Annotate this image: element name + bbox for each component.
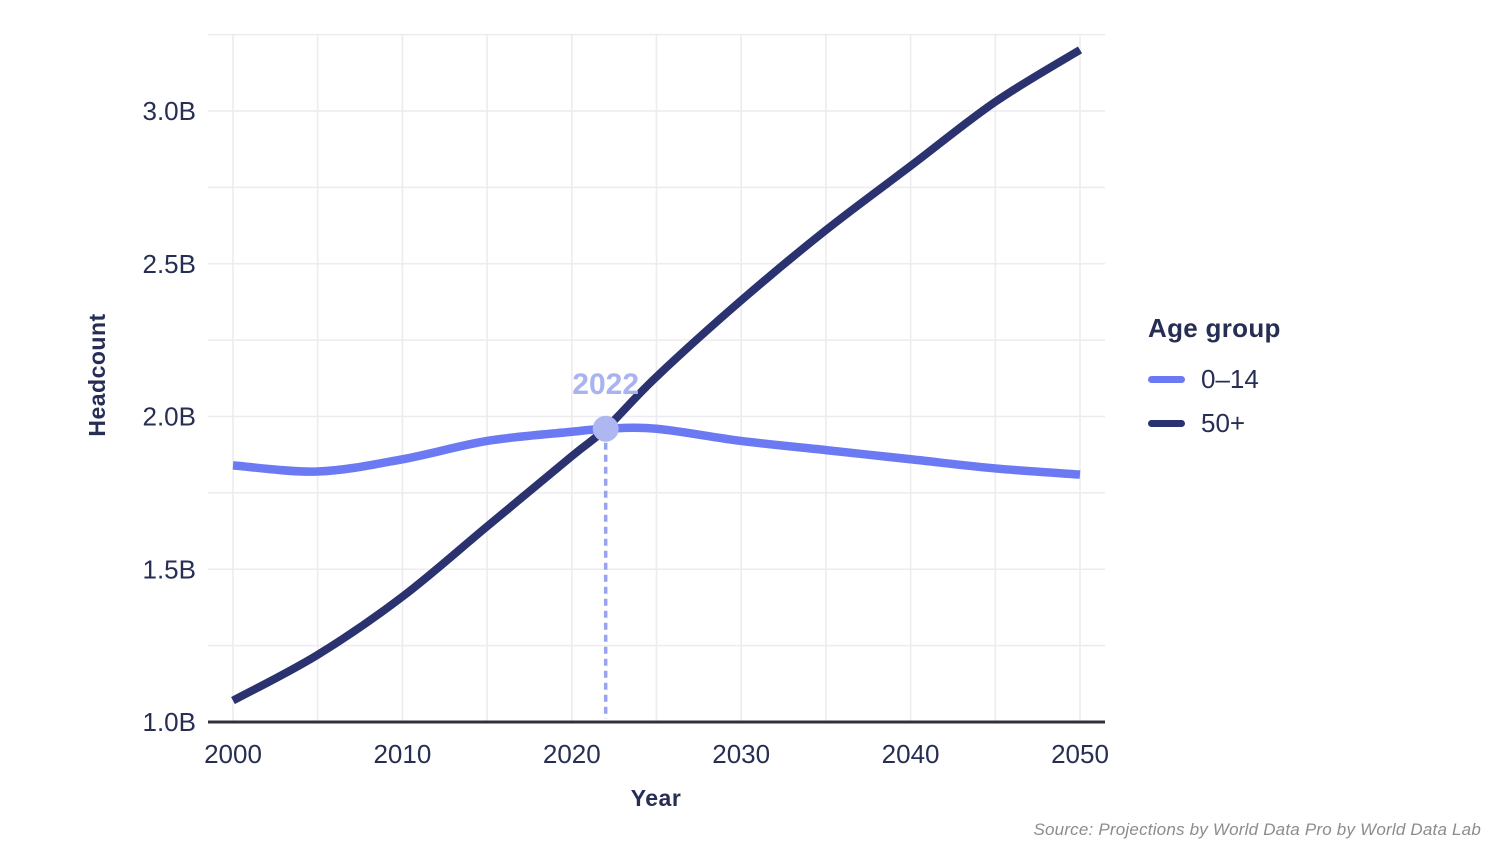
y-axis-title: Headcount [84,313,110,437]
y-tick-label: 1.0B [143,707,197,737]
x-tick-label: 2030 [712,739,770,769]
legend-swatch-50plus [1148,419,1185,427]
legend-swatch-0-14 [1148,375,1185,383]
crossover-year-label: 2022 [572,368,639,401]
x-tick-label: 2000 [204,739,262,769]
x-tick-label: 2010 [373,739,431,769]
y-tick-label: 1.5B [143,554,197,584]
legend-title: Age group [1148,313,1281,343]
source-attribution: Source: Projections by World Data Pro by… [1033,820,1481,839]
legend-label-50plus: 50+ [1201,407,1246,438]
y-tick-label: 3.0B [143,96,197,126]
x-tick-label: 2050 [1051,739,1109,769]
crossover-dot [592,415,619,442]
series-line-0-14 [232,423,1081,479]
x-axis-title: Year [630,785,682,811]
legend-item-50plus: 50+ [1148,408,1281,438]
x-tick-label: 2040 [882,739,940,769]
y-tick-label: 2.5B [143,249,197,279]
legend-label-0-14: 0–14 [1201,363,1259,394]
x-tick-label: 2020 [543,739,601,769]
y-tick-label: 2.0B [143,402,197,432]
legend-item-0-14: 0–14 [1148,364,1281,394]
legend: Age group 0–14 50+ [1148,313,1281,452]
series-line-50- [231,46,1083,705]
